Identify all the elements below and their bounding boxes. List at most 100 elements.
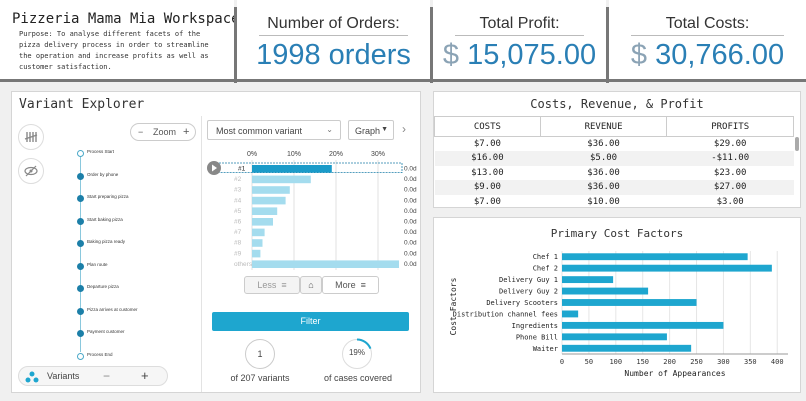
table-cell: -$11.00 bbox=[666, 151, 794, 166]
filter-button[interactable]: Filter bbox=[212, 312, 409, 331]
cost-factor-bar[interactable] bbox=[562, 276, 614, 284]
variant-bar[interactable] bbox=[252, 186, 290, 194]
variant-label[interactable]: #5 bbox=[234, 208, 242, 215]
table-scrollbar[interactable] bbox=[795, 137, 799, 151]
less-button[interactable]: Less ≡ bbox=[244, 276, 300, 294]
x-axis-label: Number of Appearances bbox=[624, 369, 725, 378]
x-tick-label: 400 bbox=[771, 358, 784, 366]
cost-factor-bar[interactable] bbox=[562, 253, 748, 261]
variants-plus-button[interactable]: + bbox=[141, 368, 149, 383]
variant-label[interactable]: #7 bbox=[234, 229, 242, 236]
process-flow: Process Start Order by phone Start prepari… bbox=[75, 148, 185, 360]
zoom-out-button[interactable]: − bbox=[138, 127, 144, 137]
column-header[interactable]: PROFITS bbox=[666, 116, 794, 137]
kpi-orders-card: Number of Orders: 1998 orders bbox=[237, 0, 430, 82]
table-cell: $36.00 bbox=[587, 139, 620, 149]
process-step-label: Departure pizza bbox=[87, 284, 119, 289]
variant-label[interactable]: #2 bbox=[234, 176, 242, 183]
variant-dropdown-value: Most common variant bbox=[216, 126, 303, 136]
y-tick-label: Waiter bbox=[533, 345, 558, 353]
variant-bar[interactable] bbox=[252, 239, 263, 247]
variant-label[interactable]: #4 bbox=[234, 197, 242, 204]
cost-factors-panel: Primary Cost Factors 0 50 100 150 200 250 300 35… bbox=[433, 217, 801, 393]
process-step-node bbox=[77, 217, 84, 225]
y-axis-label: Cost Factors bbox=[449, 277, 458, 335]
kpi-profit-title: Total Profit: bbox=[479, 15, 560, 32]
variant-label[interactable]: #1 bbox=[238, 166, 246, 173]
kpi-profit-value: $15,075.00 bbox=[433, 39, 606, 72]
y-tick-label: Chef 2 bbox=[533, 265, 558, 273]
cost-factor-bar[interactable] bbox=[562, 310, 579, 318]
cost-factor-bar[interactable] bbox=[562, 344, 692, 352]
variant-explorer-title: Variant Explorer bbox=[19, 97, 145, 112]
variant-bar[interactable] bbox=[252, 196, 286, 205]
cost-factor-bar[interactable] bbox=[562, 299, 697, 306]
kpi-profit-card: Total Profit: $15,075.00 bbox=[433, 0, 606, 82]
more-label: More bbox=[335, 280, 356, 290]
play-icon bbox=[212, 164, 217, 172]
column-header[interactable]: COSTS bbox=[434, 116, 541, 137]
variant-bar[interactable] bbox=[252, 165, 332, 173]
y-tick-label: Delivery Guy 1 bbox=[499, 276, 558, 284]
variant-bar[interactable] bbox=[252, 260, 399, 268]
variants-minus-button[interactable]: − bbox=[103, 369, 111, 383]
process-map-area: − Zoom + Process Start Order by phone Star… bbox=[12, 116, 202, 392]
process-step-label: Plan route bbox=[87, 261, 108, 267]
variant-label[interactable]: #8 bbox=[234, 240, 242, 247]
cost-factor-bar[interactable] bbox=[562, 264, 772, 272]
y-tick-label: Ingredients bbox=[512, 322, 558, 330]
graph-label: Graph bbox=[355, 126, 381, 136]
zoom-control: − Zoom + bbox=[130, 123, 196, 141]
cost-factor-bar[interactable] bbox=[562, 321, 724, 329]
table-cell: $23.00 bbox=[713, 167, 747, 178]
table-cell: $36.00 bbox=[587, 167, 620, 178]
variant-bar[interactable] bbox=[252, 249, 261, 258]
divider bbox=[631, 35, 784, 36]
cost-factor-bar[interactable] bbox=[562, 333, 667, 341]
process-step-label: Payment customer bbox=[87, 329, 125, 334]
more-button[interactable]: More ≡ bbox=[322, 276, 379, 294]
variant-bar[interactable] bbox=[252, 207, 278, 215]
costs-table-panel: Costs, Revenue, & Profit COSTS REVENUE PRO… bbox=[433, 91, 801, 208]
variant-count-circle: 1 bbox=[245, 339, 275, 369]
cases-covered-arc bbox=[356, 338, 372, 350]
process-step-node bbox=[77, 285, 84, 292]
variant-label[interactable]: #6 bbox=[234, 219, 242, 226]
less-label: Less bbox=[257, 280, 277, 290]
variant-label[interactable]: #3 bbox=[234, 187, 242, 194]
cost-factor-bar[interactable] bbox=[562, 287, 649, 295]
chevron-right-icon[interactable]: › bbox=[402, 122, 406, 136]
variant-label[interactable]: #9 bbox=[234, 250, 242, 257]
activity-icon-button[interactable] bbox=[18, 124, 44, 150]
kpi-costs-value: $30,766.00 bbox=[609, 39, 806, 72]
graph-dropdown[interactable]: Graph ▼ bbox=[348, 120, 394, 140]
x-tick-label: 50 bbox=[585, 358, 593, 366]
costs-table-title: Costs, Revenue, & Profit bbox=[530, 97, 704, 111]
axis-tick-label: 30% bbox=[371, 151, 385, 158]
column-header[interactable]: REVENUE bbox=[539, 116, 668, 137]
process-flow-line bbox=[80, 152, 81, 352]
process-step-label: Baking pizza ready bbox=[87, 239, 126, 244]
variant-bar[interactable] bbox=[252, 228, 265, 237]
table-cell: $5.00 bbox=[540, 151, 667, 166]
divider bbox=[455, 35, 584, 36]
currency-symbol: $ bbox=[442, 39, 460, 71]
table-cell: $3.00 bbox=[716, 196, 744, 207]
variant-explorer-panel: Variant Explorer − Zoom + Process Start O… bbox=[11, 91, 421, 393]
home-button[interactable]: ⌂ bbox=[300, 276, 322, 294]
table-cell: $29.00 bbox=[713, 139, 747, 149]
variant-duration: 0.0d bbox=[404, 219, 417, 226]
visibility-toggle-button[interactable] bbox=[18, 158, 44, 184]
process-step-node bbox=[77, 330, 84, 337]
table-cell: $7.00 bbox=[473, 139, 501, 149]
x-tick-label: 300 bbox=[717, 358, 730, 366]
variant-label[interactable]: others bbox=[234, 261, 253, 268]
variant-bar[interactable] bbox=[252, 218, 273, 226]
variant-duration: 0.0d bbox=[404, 261, 417, 268]
table-row: $7.00 $10.00 $3.00 bbox=[435, 195, 794, 210]
variant-dropdown[interactable]: Most common variant ⌄ bbox=[207, 120, 341, 140]
variant-bar[interactable] bbox=[252, 175, 311, 184]
x-tick-label: 0 bbox=[560, 358, 564, 366]
caret-down-icon: ▼ bbox=[381, 126, 388, 133]
zoom-in-button[interactable]: + bbox=[183, 126, 190, 138]
